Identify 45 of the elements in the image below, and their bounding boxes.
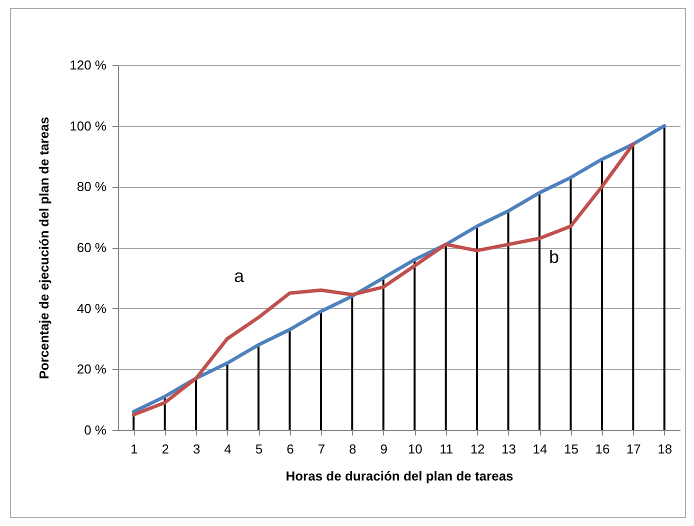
bar [663,126,666,430]
x-tick-label: 5 [255,442,263,456]
bar [632,144,634,430]
y-tick-label: 100 % [70,118,107,134]
bar [538,192,540,430]
y-tick-label: 80 % [76,179,107,194]
x-tick-label: 16 [595,442,610,456]
x-axis-title: Horas de duración del plan de tareas [286,468,514,484]
y-tick-label: 0 % [84,422,107,438]
bar [320,311,322,430]
bar [600,159,603,430]
y-tick-label: 60 % [76,240,107,255]
x-tick-label: 8 [349,442,356,456]
bar [414,260,416,430]
x-tick-label: 4 [224,442,232,456]
annotation: b [548,247,560,267]
x-tick-label: 2 [162,442,169,456]
bar [444,244,447,430]
y-tick-label: 20 % [76,362,107,377]
x-tick-label: 15 [564,442,578,456]
x-tick-label: 17 [626,442,641,456]
x-tick-label: 18 [658,442,672,456]
bar [258,344,260,430]
bar [288,330,291,430]
x-tick-label: 10 [408,442,422,456]
x-tick-label: 13 [502,442,516,456]
bar [195,378,198,430]
bar [351,296,354,430]
x-tick-label: 6 [286,442,294,456]
annotation: a [234,266,245,286]
x-tick-label: 7 [318,442,326,456]
x-tick-label: 1 [130,442,138,456]
bar [382,278,384,430]
x-tick-label: 3 [192,442,200,456]
y-tick-label: 40 % [76,300,107,316]
x-tick-label: 12 [470,442,485,456]
x-tick-label: 11 [440,442,454,456]
y-axis-title: Porcentaje de ejecución del plan de tareas [36,116,52,380]
bar [507,211,510,430]
x-tick-label: 9 [380,442,388,456]
bar [570,178,572,430]
bar [476,226,478,430]
x-tick-label: 14 [532,442,548,456]
bar [226,363,228,430]
y-tick-label: 120 % [70,58,107,72]
